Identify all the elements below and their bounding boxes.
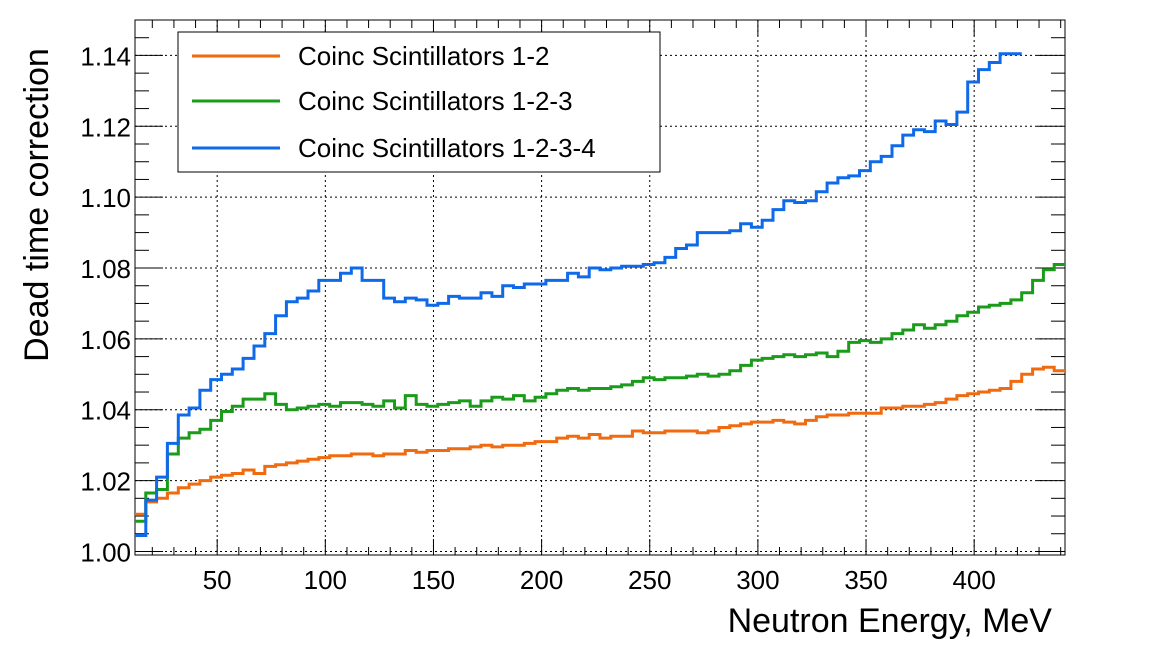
legend-label-1-2: Coinc Scintillators 1-2 [298,41,549,71]
y-tick-label: 1.02 [80,467,131,497]
x-tick-label: 400 [952,565,995,595]
y-axis-label: Dead time correction [18,48,56,362]
y-tick-label: 1.14 [80,41,131,71]
y-tick-label: 1.12 [80,112,131,142]
x-axis-label: Neutron Energy, MeV [728,602,1053,640]
series-line-1 [135,365,1065,516]
x-tick-label: 100 [304,565,347,595]
y-tick-label: 1.08 [80,254,131,284]
y-tick-label: 1.00 [80,537,131,567]
legend-label-1-2-3: Coinc Scintillators 1-2-3 [298,86,573,116]
legend-label-1-2-3-4: Coinc Scintillators 1-2-3-4 [298,133,596,163]
y-tick-label: 1.04 [80,396,131,426]
x-tick-label: 300 [736,565,779,595]
y-tick-label: 1.10 [80,183,131,213]
y-tick-label: 1.06 [80,325,131,355]
x-tick-label: 250 [628,565,671,595]
x-tick-label: 350 [844,565,887,595]
data-series [135,52,1065,537]
series-line-2 [135,263,1065,523]
x-tick-label: 150 [412,565,455,595]
x-tick-label: 200 [520,565,563,595]
series-line-3 [135,52,1022,537]
legend: Coinc Scintillators 1-2 Coinc Scintillat… [177,31,661,173]
x-tick-label: 50 [203,565,232,595]
axes: 50 100 150 200 250 300 350 400 1.00 1.02 1.04 1.06 1… [80,20,1065,595]
